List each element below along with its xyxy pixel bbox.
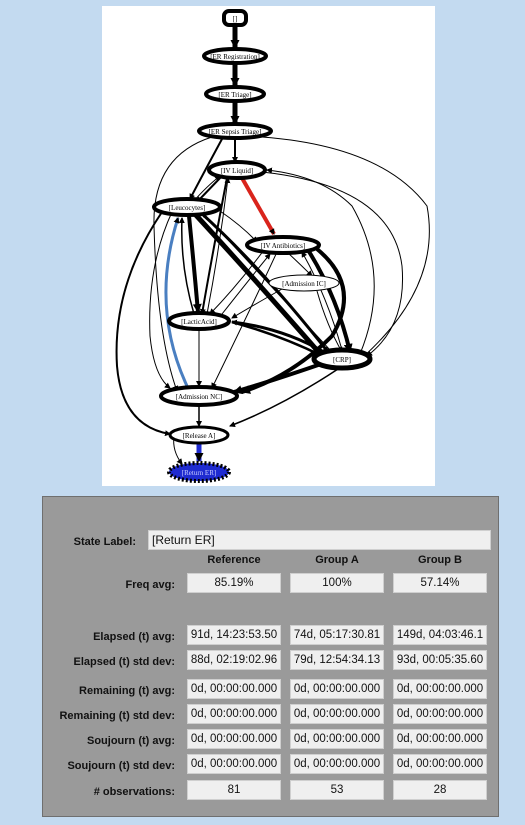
node-label: [Admission IC] <box>282 280 326 288</box>
node-label: [IV Liquid] <box>221 167 253 175</box>
edge-crp-releasea <box>229 368 339 428</box>
soujourn-avg-group-b[interactable]: 0d, 00:00:00.000 <box>393 729 487 749</box>
edge-crp-antibiotics <box>301 251 343 351</box>
edge-leucocytes-releasea-outer <box>115 211 171 437</box>
edge-crp-ivliquid <box>266 167 375 355</box>
elapsed-avg-group-a[interactable]: 74d, 05:17:30.81 <box>290 625 384 645</box>
process-graph[interactable]: [] [ER Registration] [ER Triage] [ER Sep… <box>102 6 435 486</box>
remaining-std-dev-reference[interactable]: 0d, 00:00:00.000 <box>187 704 281 724</box>
process-graph-panel[interactable]: [] [ER Registration] [ER Triage] [ER Sep… <box>102 6 435 486</box>
node-label: [LacticAcid] <box>181 318 217 326</box>
edge-lactic-leucocytes <box>178 217 195 315</box>
edge-leucocytes-admissionnc <box>149 211 173 389</box>
remaining-std-dev-group-b[interactable]: 0d, 00:00:00.000 <box>393 704 487 724</box>
node-label: [IV Antibiotics] <box>261 242 305 250</box>
edge-ivliquid-crp <box>261 171 404 357</box>
node-iv-antibiotics[interactable]: [IV Antibiotics] <box>245 235 321 255</box>
edge-leucocytes-crp <box>192 211 324 358</box>
freq-avg-group-a[interactable]: 100% <box>290 573 384 593</box>
row-label-remaining-std-dev: Remaining (t) std dev: <box>59 710 175 722</box>
node-label: [ER Sepsis Triage] <box>209 128 262 136</box>
edge-lactic-antibiotics <box>221 253 271 315</box>
node-return-er-selected[interactable]: [Return ER] <box>167 461 231 483</box>
node-label: [CRP] <box>333 356 351 364</box>
row-label-freq-avg: Freq avg: <box>125 579 175 591</box>
row-label-elapsed-std-dev: Elapsed (t) std dev: <box>73 656 175 668</box>
soujourn-avg-group-a[interactable]: 0d, 00:00:00.000 <box>290 729 384 749</box>
node-iv-liquid[interactable]: [IV Liquid] <box>207 160 267 180</box>
edge-admissionic-crp <box>316 290 343 353</box>
graph-nodes: [] [ER Registration] [ER Triage] [ER Sep… <box>152 9 373 483</box>
edge-admissionnc-leucocytes <box>164 217 189 387</box>
node-label: [Leucocytes] <box>169 204 206 212</box>
node-label: [Admission NC] <box>176 393 222 401</box>
edge-antibiotics-lactic <box>209 249 265 315</box>
node-crp[interactable]: [CRP] <box>311 347 373 371</box>
edge-ivliquid-lactic <box>199 177 228 315</box>
node-label: [] <box>233 15 238 23</box>
edge-lactic-ivliquid <box>206 177 231 315</box>
row-label-observations: # observations: <box>93 786 175 798</box>
freq-avg-reference[interactable]: 85.19% <box>187 573 281 593</box>
node-label: [ER Registration] <box>210 53 260 61</box>
node-leucocytes[interactable]: [Leucocytes] <box>152 197 222 217</box>
edge-sepsis-crp-outer <box>261 136 430 359</box>
node-label: [ER Triage] <box>218 91 251 99</box>
elapsed-avg-group-b[interactable]: 149d, 04:03:46.1 <box>393 625 487 645</box>
node-label: [Return ER] <box>182 469 216 477</box>
state-label-caption: State Label: <box>73 536 136 548</box>
row-label-soujourn-avg: Soujourn (t) avg: <box>87 735 175 747</box>
row-label-remaining-avg: Remaining (t) avg: <box>79 685 175 697</box>
node-er-registration[interactable]: [ER Registration] <box>202 47 268 65</box>
graph-edges <box>115 25 430 465</box>
edge-leucocytes-lactic <box>187 215 202 313</box>
node-admission-ic[interactable]: [Admission IC] <box>268 274 340 292</box>
row-label-elapsed-avg: Elapsed (t) avg: <box>93 631 175 643</box>
state-label-field[interactable]: [Return ER] <box>148 530 491 550</box>
soujourn-std-dev-reference[interactable]: 0d, 00:00:00.000 <box>187 754 281 774</box>
edge-crp-lactic <box>231 319 325 354</box>
freq-avg-group-b[interactable]: 57.14% <box>393 573 487 593</box>
observations-group-a[interactable]: 53 <box>290 780 384 800</box>
soujourn-std-dev-group-a[interactable]: 0d, 00:00:00.000 <box>290 754 384 774</box>
soujourn-avg-reference[interactable]: 0d, 00:00:00.000 <box>187 729 281 749</box>
elapsed-std-dev-group-b[interactable]: 93d, 00:05:35.60 <box>393 650 487 670</box>
edge-crp-leucocytes <box>201 211 331 351</box>
observations-group-b[interactable]: 28 <box>393 780 487 800</box>
node-er-triage[interactable]: [ER Triage] <box>204 85 266 103</box>
edge-ivliquid-antibiotics <box>240 177 276 235</box>
elapsed-std-dev-group-a[interactable]: 79d, 12:54:34.13 <box>290 650 384 670</box>
node-release-a[interactable]: [Release A] <box>168 425 230 445</box>
elapsed-avg-reference[interactable]: 91d, 14:23:53.50 <box>187 625 281 645</box>
remaining-avg-reference[interactable]: 0d, 00:00:00.000 <box>187 679 281 699</box>
edge-sepsis-leucocytes <box>189 138 223 200</box>
soujourn-std-dev-group-b[interactable]: 0d, 00:00:00.000 <box>393 754 487 774</box>
edge-antibiotics-crp <box>306 248 353 353</box>
node-lacticacid[interactable]: [LacticAcid] <box>167 311 231 331</box>
state-statistics-panel: State Label: [Return ER] Reference Group… <box>42 496 499 817</box>
edge-admissionic-lactic <box>231 288 283 319</box>
remaining-std-dev-group-a[interactable]: 0d, 00:00:00.000 <box>290 704 384 724</box>
node-label: [Release A] <box>183 432 216 440</box>
remaining-avg-group-a[interactable]: 0d, 00:00:00.000 <box>290 679 384 699</box>
node-er-sepsis-triage[interactable]: [ER Sepsis Triage] <box>197 122 273 140</box>
column-header-group-b: Group B <box>418 554 462 566</box>
node-start[interactable]: [] <box>222 9 248 27</box>
edge-crp-admissionnc <box>233 361 325 395</box>
remaining-avg-group-b[interactable]: 0d, 00:00:00.000 <box>393 679 487 699</box>
row-label-soujourn-std-dev: Soujourn (t) std dev: <box>67 760 175 772</box>
edge-antibiotics-admissionnc-thin <box>211 251 278 389</box>
column-header-reference: Reference <box>207 554 261 566</box>
observations-reference[interactable]: 81 <box>187 780 281 800</box>
column-header-group-a: Group A <box>315 554 359 566</box>
node-admission-nc[interactable]: [Admission NC] <box>159 385 239 407</box>
elapsed-std-dev-reference[interactable]: 88d, 02:19:02.96 <box>187 650 281 670</box>
